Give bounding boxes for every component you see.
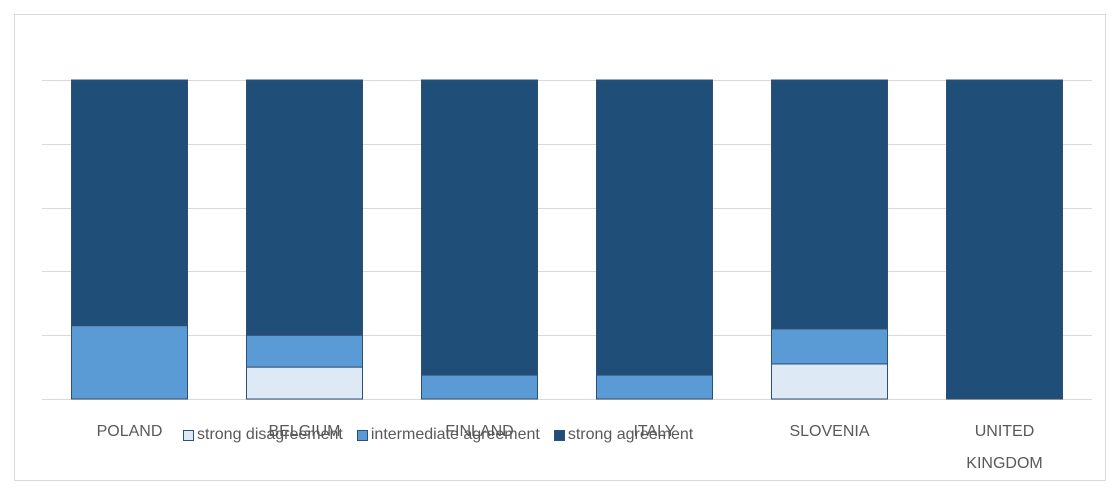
legend-label: strong agreement	[567, 426, 694, 443]
legend-swatch	[356, 429, 368, 441]
bar-segment	[771, 363, 888, 400]
chart-border	[14, 14, 1106, 481]
legend-swatch	[553, 429, 565, 441]
bar-segment	[246, 79, 363, 336]
legend-item: strong agreement	[553, 426, 694, 444]
legend: strong disagreement intermediate agreemen…	[183, 426, 693, 444]
x-tick-label: SLOVENIA	[789, 423, 870, 440]
bar-segment	[246, 366, 363, 400]
bar-segment	[771, 328, 888, 365]
x-tick-label: ITALY	[633, 423, 676, 440]
legend-label: intermediate agreement	[370, 426, 540, 443]
bar-segment	[246, 334, 363, 368]
bar-segment	[771, 79, 888, 330]
legend-item: intermediate agreement	[356, 426, 540, 444]
bar-segment	[946, 79, 1063, 400]
bar-segment	[421, 374, 538, 400]
legend-swatch	[183, 429, 194, 441]
bar-segment	[596, 79, 713, 376]
x-tick-label: BELGIUM	[268, 423, 341, 440]
x-tick-label: POLAND	[96, 423, 163, 440]
legend-label: strong disagreement	[197, 426, 343, 443]
bar-segment	[421, 79, 538, 376]
bar-segment	[71, 325, 188, 400]
legend-item: strong disagreement	[183, 426, 343, 444]
bar-segment	[596, 374, 713, 400]
bar-segment	[71, 79, 188, 327]
x-tick-label: UNITED KINGDOM	[966, 423, 1043, 472]
x-tick-label: FINLAND	[445, 423, 514, 440]
